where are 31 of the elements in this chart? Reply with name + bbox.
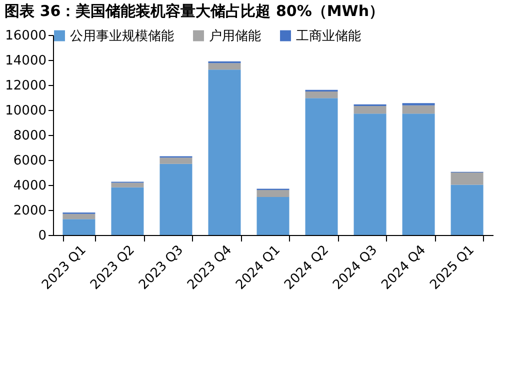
bar bbox=[208, 63, 241, 70]
y-tick-label: 12000 bbox=[5, 78, 46, 94]
bar bbox=[402, 105, 435, 114]
bar bbox=[305, 98, 338, 235]
bar bbox=[354, 106, 386, 114]
bar bbox=[111, 182, 144, 188]
legend-label: 户用储能 bbox=[209, 28, 261, 44]
bar bbox=[305, 92, 338, 98]
bar bbox=[160, 158, 192, 164]
bar bbox=[256, 190, 290, 197]
bar bbox=[62, 219, 96, 235]
bar bbox=[208, 70, 241, 235]
bar bbox=[354, 114, 386, 235]
legend-label: 工商业储能 bbox=[296, 28, 361, 44]
bar bbox=[62, 214, 96, 220]
bar bbox=[160, 164, 192, 235]
y-tick-label: 10000 bbox=[5, 104, 46, 118]
y-tick-label: 2000 bbox=[13, 204, 46, 218]
y-tick-label: 8000 bbox=[13, 128, 46, 144]
bar bbox=[450, 184, 484, 235]
chart-title: 图表 36：美国储能装机容量大储占比超 80%（MWh） bbox=[4, 2, 384, 20]
y-tick-label: 4000 bbox=[13, 178, 46, 194]
y-tick-label: 6000 bbox=[13, 154, 46, 168]
legend-label: 公用事业规模储能 bbox=[70, 28, 174, 44]
y-tick-label: 14000 bbox=[5, 54, 46, 68]
bar bbox=[402, 114, 435, 235]
y-tick-label: 0 bbox=[38, 228, 46, 244]
bar bbox=[111, 187, 144, 235]
bar bbox=[450, 172, 484, 185]
bar bbox=[256, 197, 290, 235]
y-tick-label: 16000 bbox=[5, 28, 46, 44]
